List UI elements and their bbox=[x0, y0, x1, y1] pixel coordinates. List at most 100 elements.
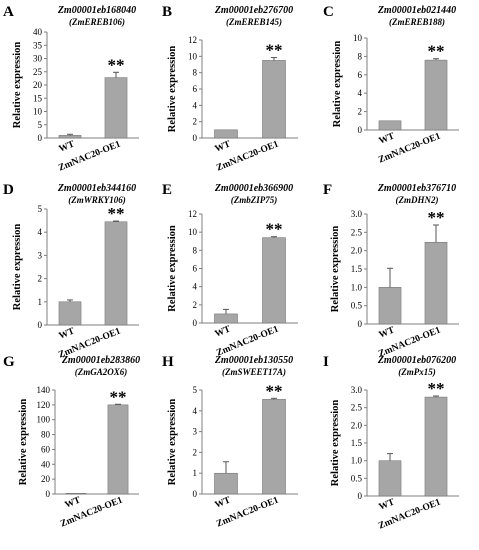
y-tick-label: 6 bbox=[358, 70, 363, 80]
panel-letter: F bbox=[323, 182, 332, 198]
y-tick-label: 5 bbox=[193, 385, 198, 395]
y-tick-label: 20 bbox=[33, 80, 43, 90]
bar-oe bbox=[262, 60, 286, 139]
y-tick-label: 15 bbox=[33, 93, 43, 103]
bar-wt bbox=[214, 472, 238, 495]
y-tick-label: 0 bbox=[358, 125, 363, 135]
bar-wt bbox=[58, 301, 82, 326]
y-tick-label: 5 bbox=[38, 204, 43, 214]
significance-mark: ** bbox=[428, 208, 445, 227]
significance-mark: ** bbox=[266, 220, 283, 239]
y-tick-label: 120 bbox=[37, 400, 51, 410]
y-tick-label: 0 bbox=[193, 318, 198, 328]
bar-oe bbox=[104, 77, 128, 139]
significance-mark: ** bbox=[428, 42, 445, 61]
bar-oe bbox=[424, 396, 448, 497]
significance-mark: ** bbox=[266, 381, 283, 400]
y-axis-label: Relative expression bbox=[18, 399, 29, 486]
chart-panel-f: F Zm00001eb376710(ZmDHN2) 0 0.5 1.0 1.5 2.0 2.5… bbox=[323, 182, 459, 359]
y-tick-label: 2.0 bbox=[351, 246, 363, 256]
bar-oe bbox=[107, 404, 129, 495]
chart-panel-d: D Zm00001eb344160(ZmWRKY106) 0 1 2 3 4 5 Relativ… bbox=[3, 182, 139, 360]
chart-title: Zm00001eb376710 bbox=[377, 183, 456, 194]
significance-mark: ** bbox=[108, 55, 125, 74]
y-tick-label: 2 bbox=[193, 300, 198, 310]
y-tick-label: 12 bbox=[188, 35, 197, 45]
chart-subtitle: (ZmbZIP75) bbox=[231, 195, 278, 205]
y-tick-label: 2.0 bbox=[351, 420, 363, 430]
y-axis-label: Relative expression bbox=[167, 225, 178, 312]
chart-subtitle: (ZmEREB188) bbox=[389, 17, 445, 27]
panel-letter: C bbox=[323, 4, 334, 20]
x-category-label: WT bbox=[64, 495, 83, 510]
y-tick-label: 6 bbox=[193, 264, 198, 274]
y-tick-label: 20 bbox=[41, 474, 51, 484]
y-tick-label: 2.5 bbox=[351, 403, 363, 413]
chart-title: Zm00001eb276700 bbox=[214, 5, 293, 16]
bar-wt bbox=[58, 135, 82, 139]
y-axis-label: Relative expression bbox=[12, 224, 23, 311]
y-tick-label: 0 bbox=[358, 491, 363, 501]
panel-letter: I bbox=[323, 354, 329, 370]
y-tick-label: 2 bbox=[193, 447, 198, 457]
y-axis-label: Relative expression bbox=[330, 400, 341, 487]
chart-panel-c: C Zm00001eb021440(ZmEREB188) 0 2 4 6 8 10 Relati… bbox=[323, 4, 459, 165]
y-tick-label: 10 bbox=[33, 107, 43, 117]
x-category-label: WT bbox=[214, 324, 233, 339]
bar-wt bbox=[65, 493, 87, 495]
x-category-label: WT bbox=[378, 131, 397, 146]
chart-subtitle: (ZmPx15) bbox=[398, 367, 436, 377]
chart-title: Zm00001eb344160 bbox=[57, 183, 136, 194]
bar-wt bbox=[214, 129, 238, 139]
bar-wt bbox=[378, 287, 402, 325]
panel-letter: H bbox=[162, 354, 174, 370]
chart-panel-i: I Zm00001eb076200(ZmPx15) 0 0.5 1.0 1.5 2.0 2.5… bbox=[323, 354, 459, 531]
significance-mark: ** bbox=[428, 379, 445, 398]
y-tick-label: 80 bbox=[41, 430, 51, 440]
y-tick-label: 140 bbox=[37, 385, 51, 395]
chart-panel-h: H Zm00001eb130550(ZmSWEET17A) 0 1 2 3 4 5 Relati… bbox=[162, 354, 298, 529]
y-axis-label: Relative expression bbox=[167, 46, 178, 133]
y-tick-label: 1 bbox=[38, 297, 43, 307]
y-tick-label: 8 bbox=[193, 245, 198, 255]
bar-wt bbox=[214, 313, 238, 324]
y-axis-label: Relative expression bbox=[167, 399, 178, 486]
y-tick-label: 25 bbox=[33, 67, 43, 77]
y-tick-label: 6 bbox=[193, 84, 198, 94]
chart-title: Zm00001eb130550 bbox=[214, 355, 293, 366]
y-tick-label: 10 bbox=[188, 227, 198, 237]
chart-subtitle: (ZmWRKY106) bbox=[68, 195, 126, 205]
bar-wt bbox=[378, 120, 402, 131]
bar-oe bbox=[262, 399, 286, 495]
bar-oe bbox=[262, 237, 286, 324]
y-tick-label: 4 bbox=[193, 282, 198, 292]
x-category-label: WT bbox=[214, 139, 233, 154]
y-tick-label: 3.0 bbox=[351, 209, 363, 219]
y-tick-label: 4 bbox=[38, 227, 43, 237]
significance-mark: ** bbox=[108, 204, 125, 223]
significance-mark: ** bbox=[266, 41, 283, 60]
panel-letter: G bbox=[3, 354, 15, 370]
panel-letter: A bbox=[3, 4, 14, 20]
y-tick-label: 1.0 bbox=[351, 282, 363, 292]
y-axis-label: Relative expression bbox=[12, 42, 23, 129]
y-tick-label: 30 bbox=[33, 54, 43, 64]
x-category-label: WT bbox=[58, 326, 77, 341]
y-tick-label: 0 bbox=[38, 320, 43, 330]
y-tick-label: 100 bbox=[37, 415, 51, 425]
x-category-label: WT bbox=[378, 325, 397, 340]
bar-wt bbox=[378, 460, 402, 497]
y-tick-label: 1.0 bbox=[351, 456, 363, 466]
y-tick-label: 10 bbox=[188, 51, 198, 61]
panel-letter: B bbox=[162, 4, 172, 20]
chart-title: Zm00001eb076200 bbox=[377, 355, 456, 366]
y-tick-label: 2 bbox=[38, 274, 43, 284]
y-tick-label: 1 bbox=[193, 468, 198, 478]
chart-title: Zm00001eb021440 bbox=[377, 5, 456, 16]
y-tick-label: 0 bbox=[46, 489, 51, 499]
y-axis-label: Relative expression bbox=[332, 41, 343, 128]
bar-oe bbox=[424, 241, 448, 325]
chart-panel-b: B Zm00001eb276700(ZmEREB145) 0 2 4 6 8 10 12 Rela… bbox=[162, 4, 298, 173]
y-tick-label: 3.0 bbox=[351, 385, 363, 395]
